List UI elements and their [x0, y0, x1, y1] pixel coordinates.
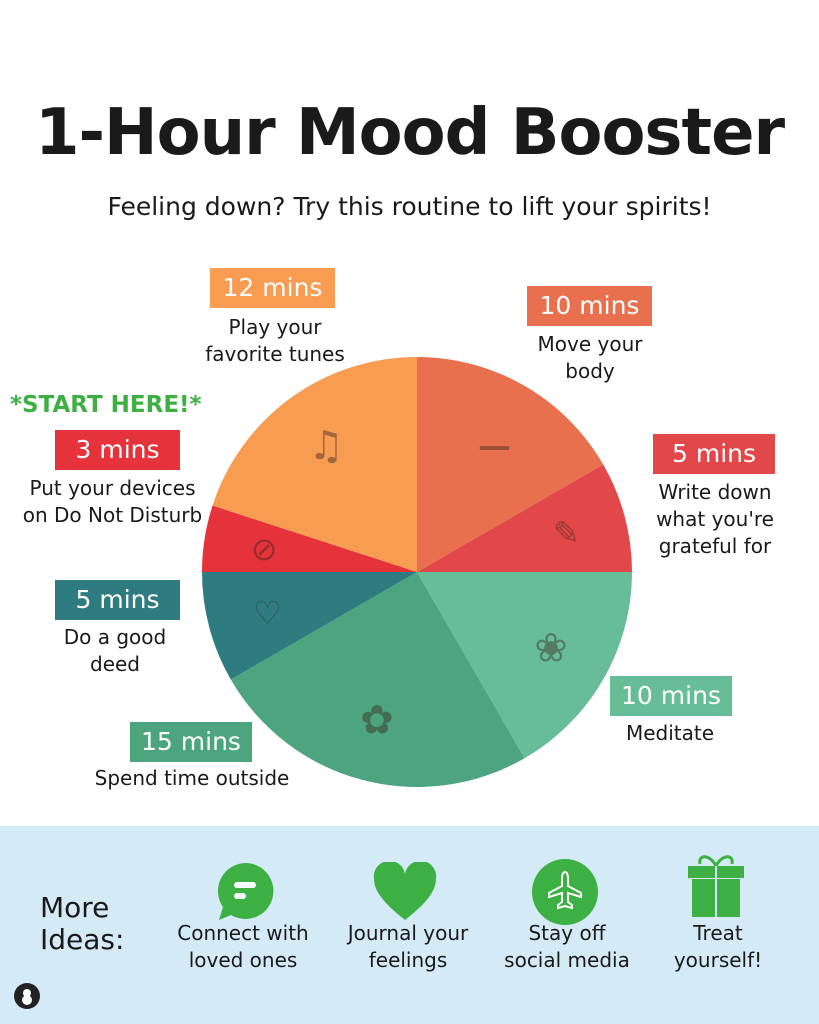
- idea-treat: Treat yourself!: [638, 920, 798, 974]
- slice-label-move: 10 mins: [527, 286, 652, 326]
- idea-text: Stay off: [528, 921, 606, 945]
- idea-text: Journal your: [347, 921, 469, 945]
- more-ideas-label: More Ideas:: [40, 892, 124, 956]
- heart-hand-icon: ♡: [253, 594, 282, 632]
- pie-chart: ⚊ ✎ ❀ ✿ ♡ ⊘ ♫: [202, 357, 632, 787]
- idea-text: yourself!: [673, 948, 763, 972]
- pie-slice-2: [417, 572, 632, 759]
- idea-social: Stay off social media: [487, 920, 647, 974]
- chat-bubble-icon: [217, 862, 274, 920]
- pie-slice-0: [417, 357, 604, 572]
- more-ideas-band: [0, 826, 819, 1024]
- slice-label-deed: 5 mins: [55, 580, 180, 620]
- idea-journal: Journal your feelings: [328, 920, 488, 974]
- slice-desc-grateful: Write down what you're grateful for: [656, 480, 774, 558]
- slice-desc-move: Move your body: [537, 332, 643, 383]
- page-title: 1-Hour Mood Booster: [34, 96, 785, 170]
- pie-slice-4: [202, 572, 417, 680]
- slice-label-meditate: 10 mins: [610, 676, 732, 716]
- airplane-icon: [532, 859, 598, 925]
- profile-avatar-icon[interactable]: [14, 983, 40, 1009]
- open-book-icon: ✎: [553, 514, 580, 552]
- pie-slice-1: [417, 464, 632, 572]
- music-notes-icon: ♫: [308, 423, 344, 469]
- lotus-cloud-icon: ❀: [534, 625, 568, 671]
- yoga-mat-dumbbell-icon: ⚊: [476, 414, 512, 460]
- slice-desc-dnd: Put your devices on Do Not Disturb: [22, 476, 203, 527]
- slice-label-outside: 15 mins: [130, 722, 252, 762]
- heart-icon: [373, 862, 437, 920]
- gift-icon: [688, 855, 744, 917]
- slice-desc-tunes: Play your favorite tunes: [205, 315, 345, 366]
- slice-desc-deed: Do a good deed: [63, 625, 167, 676]
- pie-slice-3: [230, 572, 525, 787]
- slice-desc-outside: Spend time outside: [94, 766, 290, 790]
- start-here-label: *START HERE!*: [10, 392, 202, 418]
- idea-text: Treat: [693, 921, 743, 945]
- plant-flower-grass-icon: ✿: [360, 698, 394, 744]
- slice-label-grateful: 5 mins: [653, 434, 775, 474]
- idea-text: social media: [504, 948, 630, 972]
- do-not-disturb-icon: ⊘: [251, 530, 278, 568]
- idea-text: loved ones: [188, 948, 298, 972]
- slice-label-tunes: 12 mins: [210, 268, 335, 308]
- slice-desc-meditate: Meditate: [625, 721, 715, 745]
- idea-text: feelings: [368, 948, 448, 972]
- more-ideas-line1: More: [40, 891, 110, 924]
- more-ideas-line2: Ideas:: [40, 923, 125, 956]
- page-subtitle: Feeling down? Try this routine to lift y…: [107, 192, 712, 221]
- pie-slice-5: [202, 505, 417, 572]
- idea-text: Connect with: [177, 921, 309, 945]
- pie-slice-6: [212, 357, 417, 572]
- slice-label-dnd: 3 mins: [55, 430, 180, 470]
- idea-connect: Connect with loved ones: [163, 920, 323, 974]
